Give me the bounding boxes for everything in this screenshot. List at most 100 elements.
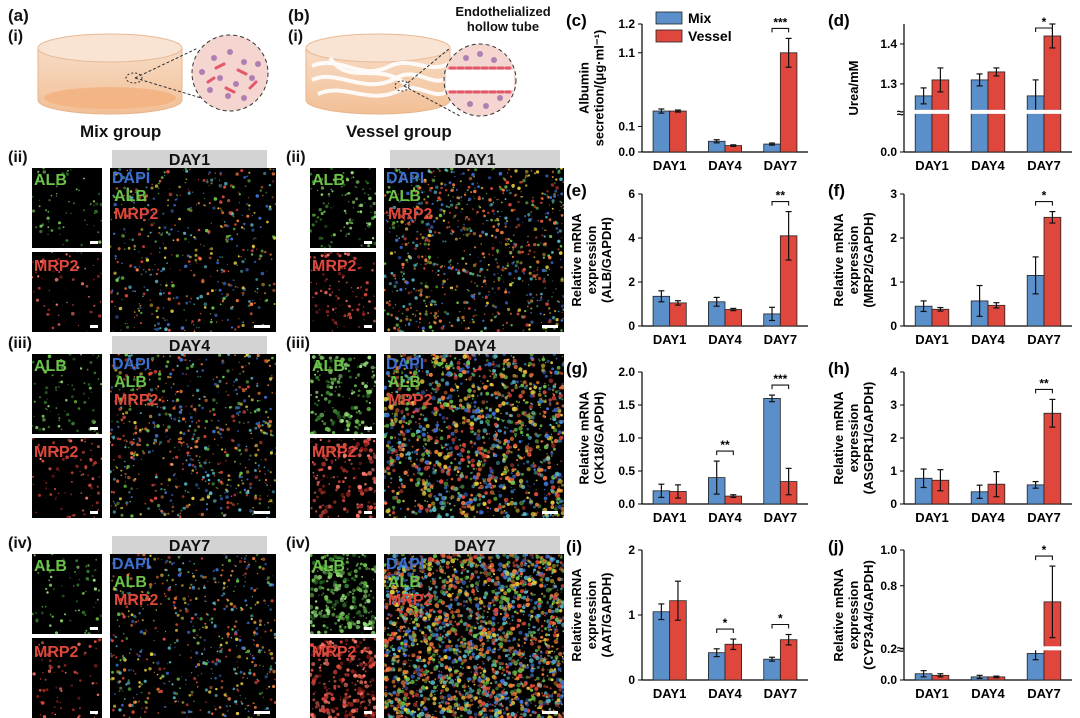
y-axis-label: (CK18/GAPDH) bbox=[592, 392, 607, 484]
x-tick-label: DAY1 bbox=[915, 686, 948, 701]
stain-label-mrp2: MRP2 bbox=[114, 392, 158, 410]
stain-label-alb: ALB bbox=[312, 558, 345, 576]
scale-bar bbox=[90, 511, 98, 514]
bar-vessel bbox=[932, 309, 949, 326]
scale-bar bbox=[90, 627, 98, 630]
significance-marker: ** bbox=[1039, 376, 1049, 390]
scale-bar bbox=[542, 711, 558, 714]
significance-marker: * bbox=[723, 616, 728, 630]
panel-label-d: (d) bbox=[828, 11, 850, 30]
stain-label-mrp2: MRP2 bbox=[114, 206, 158, 224]
micro-alb-vessel-d1: ALB bbox=[310, 168, 376, 248]
y-axis-label: expression bbox=[584, 581, 599, 650]
y-axis-label: (MRP2/GAPDH) bbox=[861, 212, 876, 307]
bar-vessel bbox=[670, 303, 687, 326]
micro-alb-vessel-d7: ALB bbox=[310, 554, 376, 634]
micro-mrp2-mix-d4: MRP2 bbox=[32, 438, 102, 518]
bar-mix bbox=[653, 612, 670, 680]
significance-marker: ** bbox=[776, 189, 786, 203]
sub-label-vessel-ii: (ii) bbox=[286, 149, 306, 167]
x-tick-label: DAY4 bbox=[708, 332, 742, 347]
stain-label-dapi: DAPI bbox=[112, 170, 150, 188]
axis-break-mark: ≈ bbox=[897, 642, 904, 656]
stain-label-dapi: DAPI bbox=[112, 556, 150, 574]
micro-mrp2-vessel-d1: MRP2 bbox=[310, 252, 376, 332]
micro-mrp2-vessel-d4: MRP2 bbox=[310, 438, 376, 518]
stain-label-mrp2: MRP2 bbox=[114, 592, 158, 610]
stain-label-dapi: DAPI bbox=[386, 170, 424, 188]
y-axis-label: Relative mRNA bbox=[569, 568, 584, 662]
y-tick-label: 1 bbox=[890, 464, 897, 478]
legend-swatch-vessel bbox=[656, 30, 682, 42]
x-tick-label: DAY4 bbox=[971, 158, 1005, 173]
x-tick-label: DAY7 bbox=[764, 332, 797, 347]
micro-mrp2-vessel-d7: MRP2 bbox=[310, 638, 376, 718]
y-tick-label: 2 bbox=[890, 431, 897, 445]
panel-label-j: (j) bbox=[828, 537, 844, 556]
scale-bar bbox=[90, 325, 98, 328]
y-tick-label: 1.5 bbox=[618, 398, 635, 412]
significance-marker: * bbox=[1042, 189, 1047, 203]
y-tick-label: 0.0 bbox=[618, 497, 635, 511]
x-tick-label: DAY1 bbox=[653, 332, 686, 347]
bar-mix bbox=[971, 80, 988, 152]
x-tick-label: DAY1 bbox=[653, 510, 686, 525]
sub-label-mix-iv: (iv) bbox=[8, 535, 32, 553]
y-tick-label: 1.1 bbox=[618, 46, 635, 60]
y-tick-label: 2 bbox=[628, 275, 635, 289]
x-tick-label: DAY7 bbox=[764, 510, 797, 525]
x-tick-label: DAY7 bbox=[1027, 332, 1060, 347]
micro-alb-mix-d7: ALB bbox=[32, 554, 102, 634]
significance-marker: * bbox=[778, 612, 783, 626]
stain-label-alb: ALB bbox=[388, 188, 421, 206]
bar-mix bbox=[653, 111, 670, 152]
mix-group-title: Mix group bbox=[80, 122, 161, 142]
stain-label-alb: ALB bbox=[114, 188, 147, 206]
y-tick-label: 0.5 bbox=[618, 464, 635, 478]
y-tick-label: 0.8 bbox=[880, 579, 897, 593]
micro-alb-mix-d1: ALB bbox=[32, 168, 102, 248]
y-tick-label: 2 bbox=[890, 231, 897, 245]
sub-label-mix-ii: (ii) bbox=[8, 149, 28, 167]
tube-annotation: Endothelialized hollow tube bbox=[438, 4, 568, 34]
vessel-group-title: Vessel group bbox=[346, 122, 452, 142]
scale-bar bbox=[254, 325, 270, 328]
axis-break-band bbox=[905, 110, 1073, 114]
y-tick-label: 1.4 bbox=[880, 37, 897, 51]
panel-label-a: (a) bbox=[8, 6, 29, 26]
y-tick-label: 0.0 bbox=[880, 673, 897, 687]
panel-label-i: (i) bbox=[566, 537, 582, 556]
micro-mrp2-mix-d1: MRP2 bbox=[32, 252, 102, 332]
x-tick-label: DAY4 bbox=[708, 686, 742, 701]
significance-marker: ** bbox=[720, 438, 730, 452]
bar-vessel bbox=[670, 111, 687, 152]
x-tick-label: DAY1 bbox=[653, 158, 686, 173]
x-tick-label: DAY4 bbox=[971, 332, 1005, 347]
stain-label-mrp2: MRP2 bbox=[388, 206, 432, 224]
bar-mix bbox=[764, 398, 781, 504]
sub-label-vessel-iii: (iii) bbox=[286, 335, 310, 353]
significance-marker: * bbox=[1042, 15, 1047, 29]
bar-vessel bbox=[1044, 217, 1061, 326]
x-tick-label: DAY1 bbox=[915, 158, 948, 173]
x-tick-label: DAY7 bbox=[1027, 158, 1060, 173]
scale-bar bbox=[364, 241, 372, 244]
stain-label-alb: ALB bbox=[388, 374, 421, 392]
y-axis-label: expression bbox=[846, 581, 861, 650]
significance-marker: * bbox=[1042, 543, 1047, 557]
y-axis-label: (CYP3A4/GAPDH) bbox=[861, 560, 876, 670]
stain-label-alb: ALB bbox=[312, 358, 345, 376]
bar-mix bbox=[764, 659, 781, 680]
scale-bar bbox=[364, 627, 372, 630]
